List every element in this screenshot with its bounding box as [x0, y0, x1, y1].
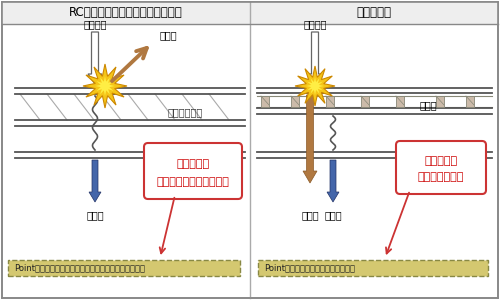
Text: Point：空気音は透過しにくいが、固体音は良く伝わる: Point：空気音は透過しにくいが、固体音は良く伝わる: [14, 263, 145, 272]
Bar: [261, 96, 269, 107]
Bar: [250, 2, 498, 24]
Bar: [258, 260, 488, 276]
Text: 木材は軽いから: 木材は軽いから: [418, 172, 464, 182]
FancyBboxPatch shape: [396, 141, 486, 194]
Text: Point：空気音も固体音も良く伝わる: Point：空気音も固体音も良く伝わる: [264, 263, 355, 272]
Bar: [361, 96, 369, 107]
Polygon shape: [306, 77, 324, 95]
Bar: [436, 96, 444, 107]
Text: 固体音: 固体音: [86, 210, 104, 220]
Text: 空気音: 空気音: [160, 30, 178, 40]
Text: なぜなら！: なぜなら！: [176, 159, 210, 169]
Text: 空気音: 空気音: [301, 210, 319, 220]
FancyArrow shape: [308, 32, 322, 84]
Text: なぜなら！: なぜなら！: [424, 156, 458, 166]
Bar: [8, 260, 240, 276]
FancyArrow shape: [88, 32, 102, 84]
Bar: [291, 96, 299, 107]
Bar: [466, 96, 474, 107]
Bar: [326, 96, 334, 107]
Text: 大引き: 大引き: [420, 100, 438, 110]
Polygon shape: [95, 76, 115, 96]
Text: RC造（コンクリート下地）の場合: RC造（コンクリート下地）の場合: [69, 7, 183, 20]
Text: コンクリートは重いから: コンクリートは重いから: [156, 177, 230, 187]
Text: 物を落下: 物を落下: [303, 19, 327, 29]
Text: コンクリート: コンクリート: [168, 107, 203, 117]
Polygon shape: [295, 66, 335, 106]
Polygon shape: [83, 64, 127, 108]
Bar: [2, 2, 250, 24]
FancyArrow shape: [89, 160, 101, 202]
Text: 固体音: 固体音: [324, 210, 342, 220]
Text: 物を落下: 物を落下: [83, 19, 107, 29]
Text: 木造の場合: 木造の場合: [356, 7, 392, 20]
FancyArrow shape: [303, 95, 317, 183]
FancyBboxPatch shape: [144, 143, 242, 199]
FancyArrow shape: [327, 160, 339, 202]
Bar: [396, 96, 404, 107]
